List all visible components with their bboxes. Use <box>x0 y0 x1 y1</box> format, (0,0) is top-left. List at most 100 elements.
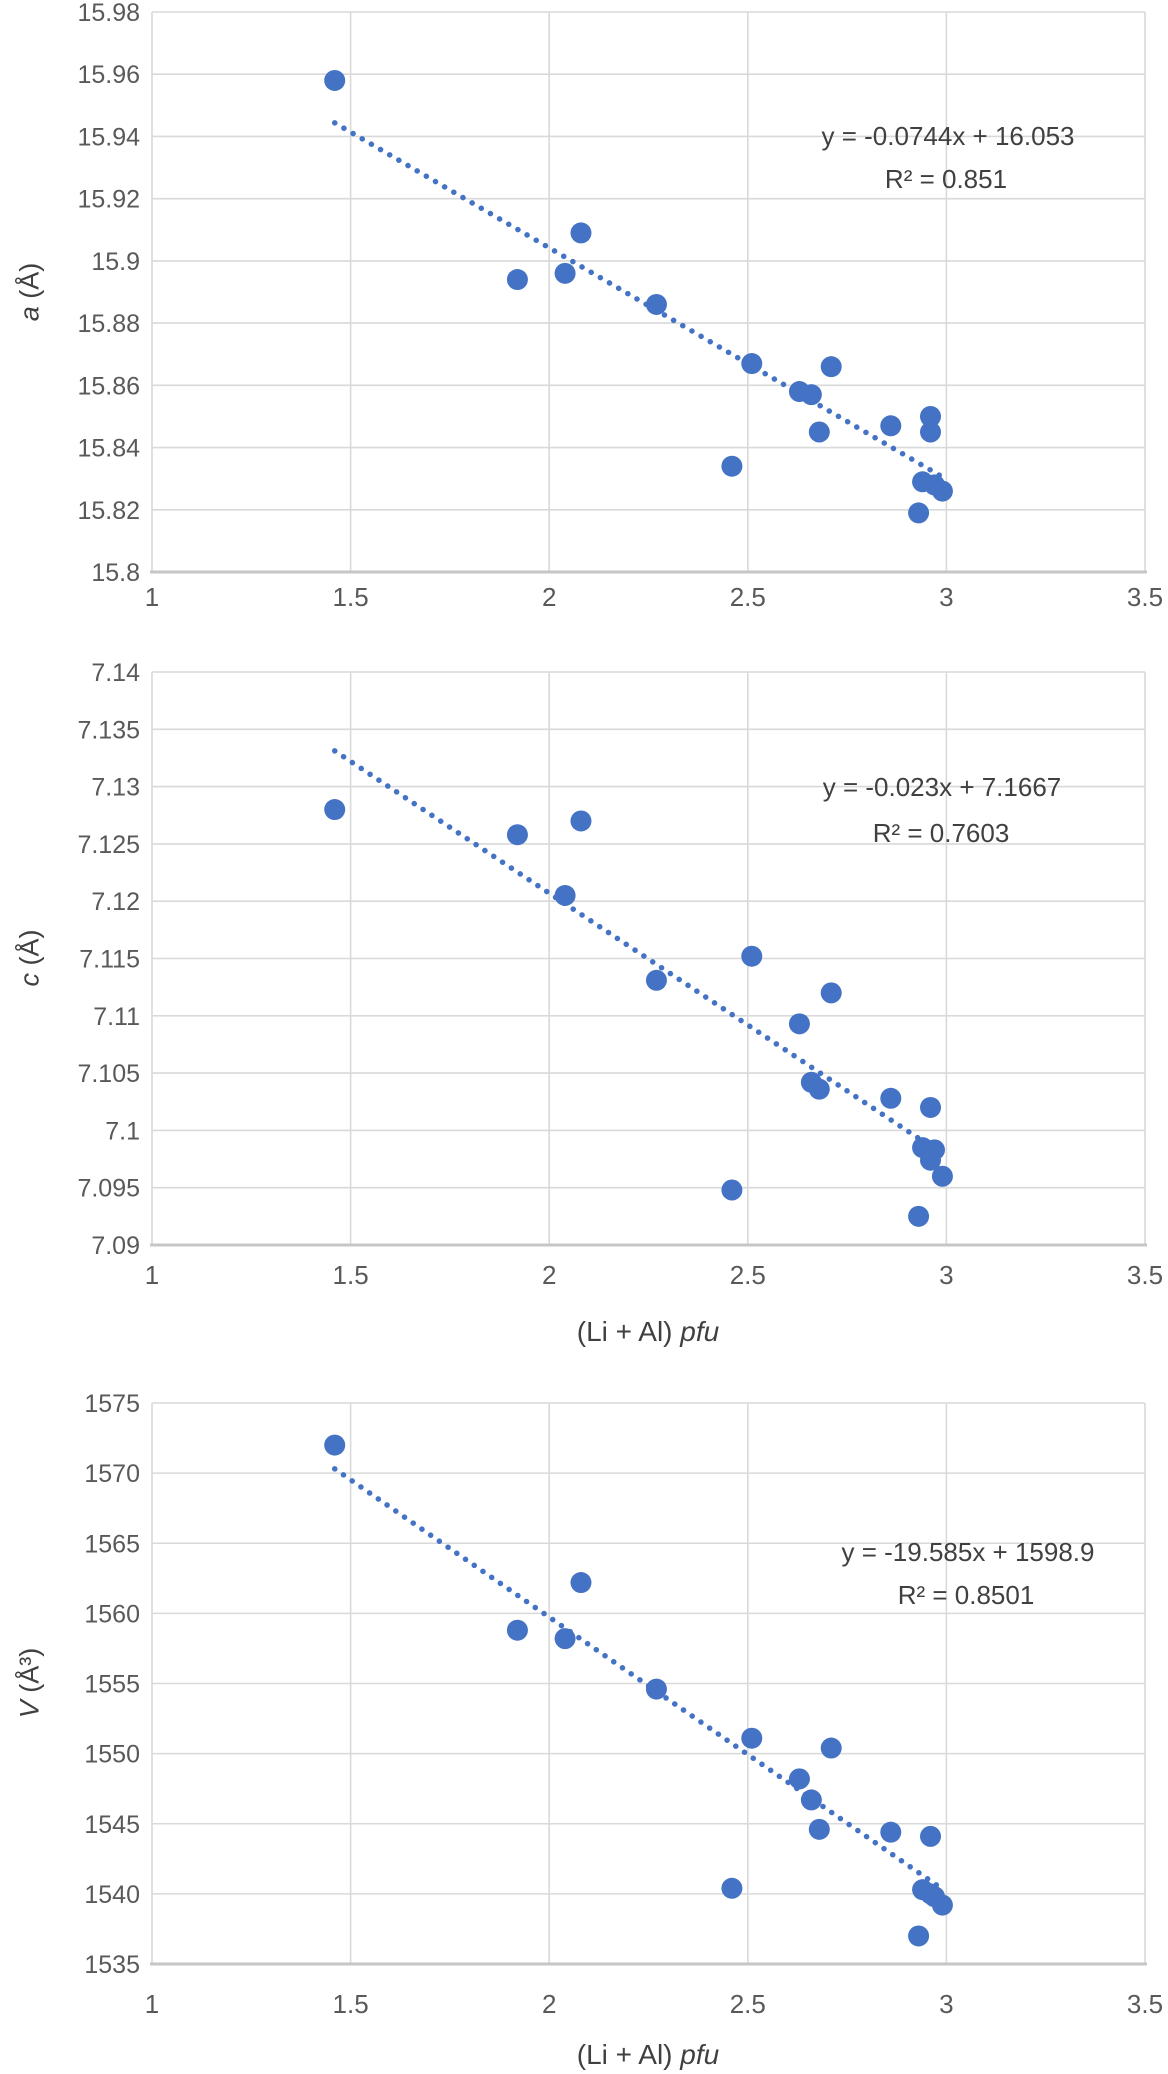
x-tick-label: 3 <box>939 1989 953 2019</box>
x-axis-title-text: (Li + Al) <box>576 1316 681 1347</box>
y-axis-unit: (Å³) <box>14 1647 45 1701</box>
y-tick-label: 7.11 <box>93 1003 140 1031</box>
data-point <box>808 421 830 443</box>
data-point <box>908 502 930 524</box>
y-axis-title-c: c (Å) <box>15 930 46 987</box>
y-tick-label: 15.86 <box>77 372 140 400</box>
x-tick-label: 1.5 <box>333 1260 369 1290</box>
x-tick-label: 3.5 <box>1127 1989 1163 2019</box>
data-point <box>820 1737 842 1759</box>
data-point <box>820 982 842 1004</box>
x-axis-title-bottom: (Li + Al) pfu <box>577 2039 719 2071</box>
data-point <box>808 1818 830 1840</box>
trendline-equation-a: y = -0.0744x + 16.053 <box>821 121 1075 151</box>
y-tick-label: 7.105 <box>77 1060 140 1088</box>
data-point <box>506 269 528 291</box>
data-point <box>721 1877 743 1899</box>
y-axis-unit: (Å) <box>14 929 45 973</box>
data-point <box>920 421 942 443</box>
x-tick-label: 3 <box>939 582 953 612</box>
data-point <box>324 69 346 91</box>
y-axis-symbol: a <box>14 306 45 322</box>
data-point <box>645 969 667 991</box>
y-axis-unit: (Å) <box>14 262 45 307</box>
y-tick-label: 1535 <box>84 1951 140 1979</box>
y-tick-label: 15.88 <box>77 310 140 338</box>
y-tick-label: 15.82 <box>77 497 140 525</box>
data-point <box>324 799 346 821</box>
data-point <box>506 1619 528 1641</box>
data-point <box>923 1139 945 1161</box>
data-point <box>721 1179 743 1201</box>
data-point <box>880 1087 902 1109</box>
y-tick-label: 7.095 <box>77 1175 140 1203</box>
y-tick-label: 15.96 <box>77 61 140 89</box>
data-point <box>721 455 743 477</box>
data-point <box>554 1628 576 1650</box>
data-point <box>554 884 576 906</box>
y-tick-label: 1560 <box>84 1600 140 1628</box>
y-axis-title-V: V (Å³) <box>15 1648 46 1719</box>
y-tick-label: 1550 <box>84 1741 140 1769</box>
y-tick-label: 7.14 <box>91 659 140 687</box>
trendline <box>331 120 946 480</box>
y-tick-label: 15.9 <box>91 248 140 276</box>
chart-a: 15.98 15.96 15.94 15.92 15.9 15.88 15.86 15.84 1… <box>77 0 1163 612</box>
x-axis-title-pfu: pfu <box>680 2039 720 2070</box>
x-tick-label: 1.5 <box>333 582 369 612</box>
y-axis-title-a: a (Å) <box>15 263 46 322</box>
y-tick-label: 7.09 <box>91 1232 140 1260</box>
data-point <box>880 415 902 437</box>
y-tick-label: 7.12 <box>91 888 140 916</box>
x-tick-label: 2.5 <box>730 582 766 612</box>
x-tick-label: 1 <box>145 1260 159 1290</box>
data-point <box>645 293 667 315</box>
data-point <box>788 1768 810 1790</box>
x-tick-label: 1.5 <box>333 1989 369 2019</box>
data-point <box>800 384 822 406</box>
y-tick-label: 15.84 <box>77 435 140 463</box>
data-point <box>931 480 953 502</box>
y-tick-label: 7.13 <box>91 774 140 802</box>
trendline-equation-V: y = -19.585x + 1598.9 <box>841 1537 1095 1567</box>
r-squared-a: R² = 0.851 <box>884 164 1008 194</box>
data-point <box>741 1727 763 1749</box>
y-tick-label: 1565 <box>84 1530 140 1558</box>
data-point <box>931 1894 953 1916</box>
trendline-equation-c: y = -0.023x + 7.1667 <box>822 772 1062 802</box>
x-tick-label: 1 <box>145 1989 159 2019</box>
data-point <box>880 1821 902 1843</box>
y-tick-label: 1555 <box>84 1671 140 1699</box>
data-point <box>908 1925 930 1947</box>
trendline <box>331 748 946 1157</box>
y-tick-label: 15.94 <box>77 123 140 151</box>
x-tick-label: 2.5 <box>730 1989 766 2019</box>
y-tick-label: 1540 <box>84 1881 140 1909</box>
data-point <box>820 356 842 378</box>
data-point <box>808 1078 830 1100</box>
y-tick-label: 15.8 <box>91 559 140 587</box>
data-point <box>645 1678 667 1700</box>
data-point <box>506 824 528 846</box>
y-tick-label: 7.125 <box>77 831 140 859</box>
data-point <box>920 1096 942 1118</box>
data-point <box>554 262 576 284</box>
x-tick-label: 1 <box>145 582 159 612</box>
data-point <box>741 353 763 375</box>
y-tick-label: 1570 <box>84 1460 140 1488</box>
data-point <box>741 945 763 967</box>
data-point <box>570 222 592 244</box>
data-point <box>908 1205 930 1227</box>
y-tick-label: 7.115 <box>79 946 140 974</box>
y-tick-label: 7.135 <box>77 716 140 744</box>
y-tick-label: 1575 <box>84 1390 140 1418</box>
trendline <box>331 1466 946 1892</box>
y-axis-symbol: V <box>14 1700 45 1719</box>
chart-c: 7.14 7.135 7.13 7.125 7.12 7.115 7.11 7.105 7.1 7… <box>77 659 1163 1290</box>
data-point <box>788 1013 810 1035</box>
x-tick-label: 3.5 <box>1127 582 1163 612</box>
r-squared-c: R² = 0.7603 <box>872 818 1010 848</box>
x-tick-label: 3 <box>939 1260 953 1290</box>
